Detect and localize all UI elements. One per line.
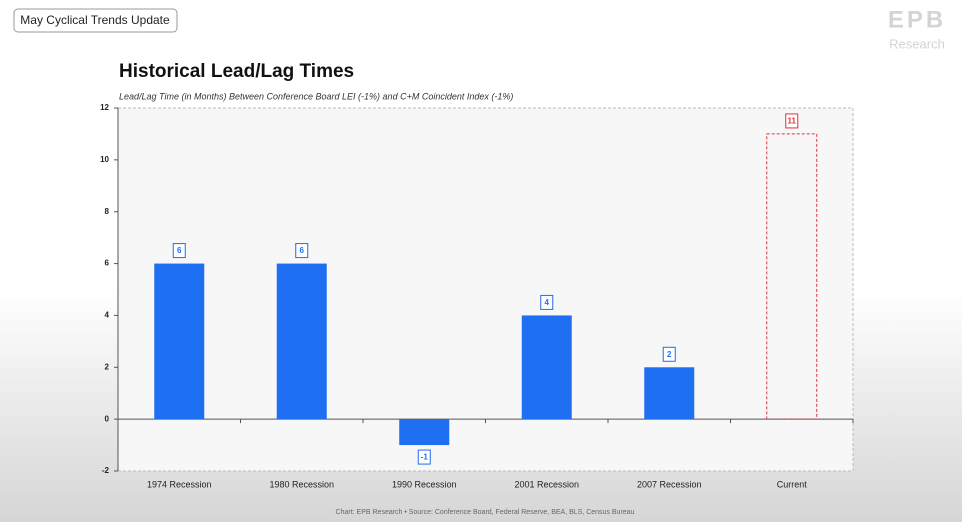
x-tick-label: 2007 Recession	[637, 479, 702, 489]
chart-subtitle: Lead/Lag Time (in Months) Between Confer…	[119, 91, 513, 101]
bar	[154, 263, 205, 420]
plot-area	[117, 107, 854, 472]
source-note: Chart: EPB Research • Source: Conference…	[336, 509, 635, 516]
x-tick-label: 1974 Recession	[147, 479, 212, 489]
y-tick-label: 12	[100, 103, 109, 112]
value-label: 11	[788, 117, 797, 126]
value-label: 4	[545, 298, 550, 307]
value-label-box	[785, 113, 799, 129]
bar	[276, 263, 327, 420]
header-button[interactable]	[13, 8, 178, 33]
value-label: -1	[421, 453, 429, 462]
value-label-box	[417, 449, 431, 465]
header-button-text[interactable]: May Cyclical Trends Update	[20, 13, 170, 27]
value-label-box	[172, 243, 186, 259]
x-tick-label: 2001 Recession	[514, 479, 579, 489]
bar	[521, 315, 572, 420]
x-tick-label: 1980 Recession	[269, 479, 334, 489]
chart-title: Historical Lead/Lag Times	[119, 61, 354, 82]
x-tick-label: 1990 Recession	[392, 479, 457, 489]
y-tick-label: 10	[100, 155, 109, 164]
logo: EPB	[888, 6, 946, 33]
x-tick-label: Current	[777, 479, 808, 489]
value-label: 6	[300, 246, 305, 255]
bar	[644, 367, 695, 420]
y-tick-label: 8	[105, 207, 110, 216]
bar	[399, 419, 450, 446]
y-tick-label: 4	[105, 311, 110, 320]
value-label-box	[540, 294, 554, 310]
bar	[766, 133, 818, 420]
value-label: 6	[177, 246, 182, 255]
value-label: 2	[667, 350, 672, 359]
value-label-box	[662, 346, 676, 362]
y-tick-label: 0	[105, 414, 110, 423]
logo-sub: Research	[889, 36, 945, 51]
value-label-box	[295, 243, 309, 259]
y-tick-label: 2	[105, 362, 110, 371]
y-tick-label: -2	[102, 466, 110, 475]
y-tick-label: 6	[105, 259, 110, 268]
